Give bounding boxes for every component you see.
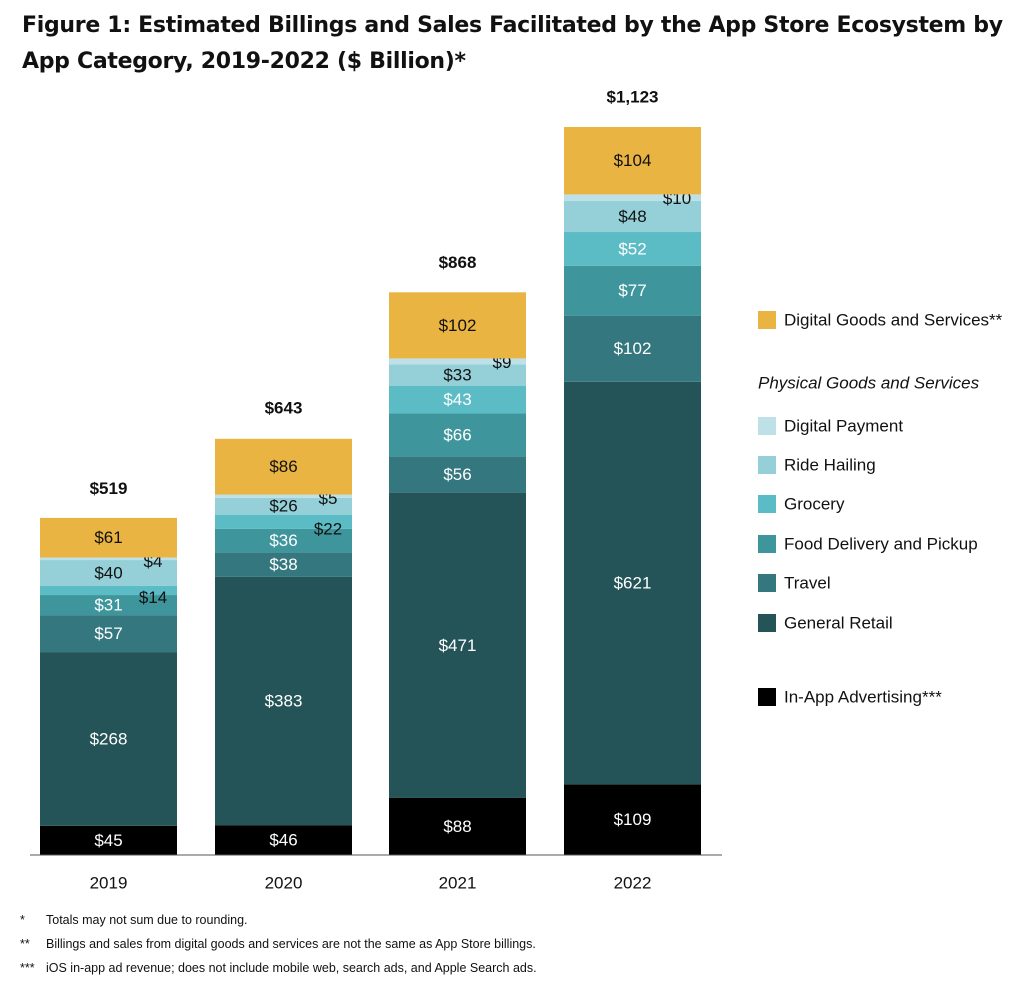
data-label-in-app-advertising-2022: $109 <box>614 810 652 829</box>
legend-swatch-digital-payment <box>758 417 776 435</box>
data-label-in-app-advertising-2021: $88 <box>443 817 471 836</box>
bar-segment-ride-hailing-2021 <box>389 364 526 386</box>
legend-label-general-retail: General Retail <box>784 614 893 633</box>
x-tick-label-2020: 2020 <box>265 874 303 893</box>
legend-swatch-ride-hailing <box>758 456 776 474</box>
data-label-in-app-advertising-2020: $46 <box>269 831 297 850</box>
data-label-grocery-2019: $14 <box>139 588 167 607</box>
data-label-general-retail-2020: $383 <box>265 692 303 711</box>
data-label-digital-goods-and-services-2019: $61 <box>94 528 122 547</box>
bar-segment-food-delivery-and-pickup-2022 <box>564 265 701 316</box>
data-label-digital-goods-and-services-2021: $102 <box>439 316 477 335</box>
bar-segment-digital-goods-and-services-2020 <box>215 438 352 495</box>
total-label-2019: $519 <box>90 479 128 498</box>
stacked-bar-chart: $45$268$57$31 $14$40$4$61$5192019$46$383$… <box>30 88 1003 893</box>
bar-segment-travel-2022 <box>564 315 701 382</box>
legend-label-grocery: Grocery <box>784 495 845 514</box>
data-label-ride-hailing-2020: $26 <box>269 497 297 516</box>
total-label-2022: $1,123 <box>607 88 659 107</box>
legend-swatch-general-retail <box>758 614 776 632</box>
data-label-general-retail-2019: $268 <box>90 729 128 748</box>
total-label-2020: $643 <box>265 399 303 418</box>
bar-segment-travel-2019 <box>40 615 177 653</box>
footnote-mark: ** <box>20 937 30 951</box>
footnote-text: Billings and sales from digital goods an… <box>46 937 536 951</box>
legend-heading: Physical Goods and Services <box>758 374 980 393</box>
footnote-3: *** iOS in-app ad revenue; does not incl… <box>20 956 537 980</box>
data-label-food-delivery-and-pickup-2022: $77 <box>618 281 646 300</box>
legend-label-food-delivery-and-pickup: Food Delivery and Pickup <box>784 535 978 554</box>
bar-segment-in-app-advertising-2019 <box>40 825 177 855</box>
legend-swatch-travel <box>758 574 776 592</box>
bar-segment-general-retail-2020 <box>215 576 352 826</box>
bar-segment-in-app-advertising-2020 <box>215 825 352 855</box>
data-label-in-app-advertising-2019: $45 <box>94 831 122 850</box>
data-label-grocery-2020: $22 <box>314 519 342 538</box>
legend-swatch-grocery <box>758 495 776 513</box>
data-label-ride-hailing-2019: $40 <box>94 564 122 583</box>
data-label-travel-2022: $102 <box>614 339 652 358</box>
footnote-mark: * <box>20 913 25 927</box>
chart-title: Figure 1: Estimated Billings and Sales F… <box>22 13 1003 74</box>
data-label-food-delivery-and-pickup-2019: $31 <box>94 596 122 615</box>
bar-segment-food-delivery-and-pickup-2019 <box>40 595 177 616</box>
legend-label-ride-hailing: Ride Hailing <box>784 456 876 475</box>
data-label-general-retail-2022: $621 <box>614 574 652 593</box>
data-label-food-delivery-and-pickup-2020: $36 <box>269 531 297 550</box>
bar-segment-digital-goods-and-services-2022 <box>564 127 701 195</box>
bar-segment-in-app-advertising-2022 <box>564 784 701 855</box>
bar-segment-ride-hailing-2020 <box>215 497 352 515</box>
bar-segment-digital-payment-2021 <box>389 358 526 365</box>
bar-segment-food-delivery-and-pickup-2021 <box>389 413 526 457</box>
bar-segment-digital-payment-2022 <box>564 194 701 201</box>
bar-segment-general-retail-2019 <box>40 652 177 826</box>
legend-swatch-in-app-advertising <box>758 688 776 706</box>
data-label-ride-hailing-2021: $33 <box>443 365 471 384</box>
bar-segment-digital-goods-and-services-2021 <box>389 292 526 359</box>
data-label-digital-goods-and-services-2022: $104 <box>614 151 652 170</box>
data-label-travel-2020: $38 <box>269 555 297 574</box>
legend-label-travel: Travel <box>784 574 831 593</box>
bar-segment-digital-payment-2019 <box>40 557 177 561</box>
legend-label-digital-goods-and-services: Digital Goods and Services** <box>784 311 1003 330</box>
x-tick-label-2021: 2021 <box>439 874 477 893</box>
footnote-1: * Totals may not sum due to rounding. <box>20 908 537 932</box>
bar-segment-travel-2020 <box>215 552 352 577</box>
bar-segment-grocery-2020 <box>215 514 352 529</box>
bar-segment-in-app-advertising-2021 <box>389 797 526 855</box>
legend-swatch-digital-goods-and-services <box>758 311 776 329</box>
x-tick-label-2019: 2019 <box>90 874 128 893</box>
bar-segment-travel-2021 <box>389 456 526 493</box>
footnote-text: Totals may not sum due to rounding. <box>46 913 248 927</box>
bar-segment-general-retail-2022 <box>564 381 701 785</box>
data-label-food-delivery-and-pickup-2021: $66 <box>443 425 471 444</box>
bar-segment-grocery-2021 <box>389 385 526 414</box>
data-label-digital-goods-and-services-2020: $86 <box>269 457 297 476</box>
total-label-2021: $868 <box>439 253 477 272</box>
bar-segment-general-retail-2021 <box>389 492 526 798</box>
footnote-mark: *** <box>20 961 35 975</box>
x-tick-label-2022: 2022 <box>614 874 652 893</box>
legend-swatch-food-delivery-and-pickup <box>758 535 776 553</box>
bar-segment-ride-hailing-2022 <box>564 200 701 233</box>
data-label-ride-hailing-2022: $48 <box>618 207 646 226</box>
footnote-2: ** Billings and sales from digital goods… <box>20 932 537 956</box>
data-label-grocery-2021: $43 <box>443 390 471 409</box>
bar-segment-food-delivery-and-pickup-2020 <box>215 528 352 553</box>
footnotes: * Totals may not sum due to rounding. **… <box>20 908 537 980</box>
data-label-travel-2021: $56 <box>443 465 471 484</box>
bar-segment-ride-hailing-2019 <box>40 560 177 586</box>
data-label-general-retail-2021: $471 <box>439 636 477 655</box>
data-label-travel-2019: $57 <box>94 624 122 643</box>
footnote-text: iOS in-app ad revenue; does not include … <box>46 961 537 975</box>
bar-segment-digital-payment-2020 <box>215 494 352 498</box>
bar-segment-digital-goods-and-services-2019 <box>40 517 177 558</box>
legend-label-digital-payment: Digital Payment <box>784 417 903 436</box>
bar-segment-grocery-2019 <box>40 585 177 596</box>
data-label-grocery-2022: $52 <box>618 239 646 258</box>
legend-label-in-app-advertising: In-App Advertising*** <box>784 688 942 707</box>
bar-segment-grocery-2022 <box>564 232 701 266</box>
